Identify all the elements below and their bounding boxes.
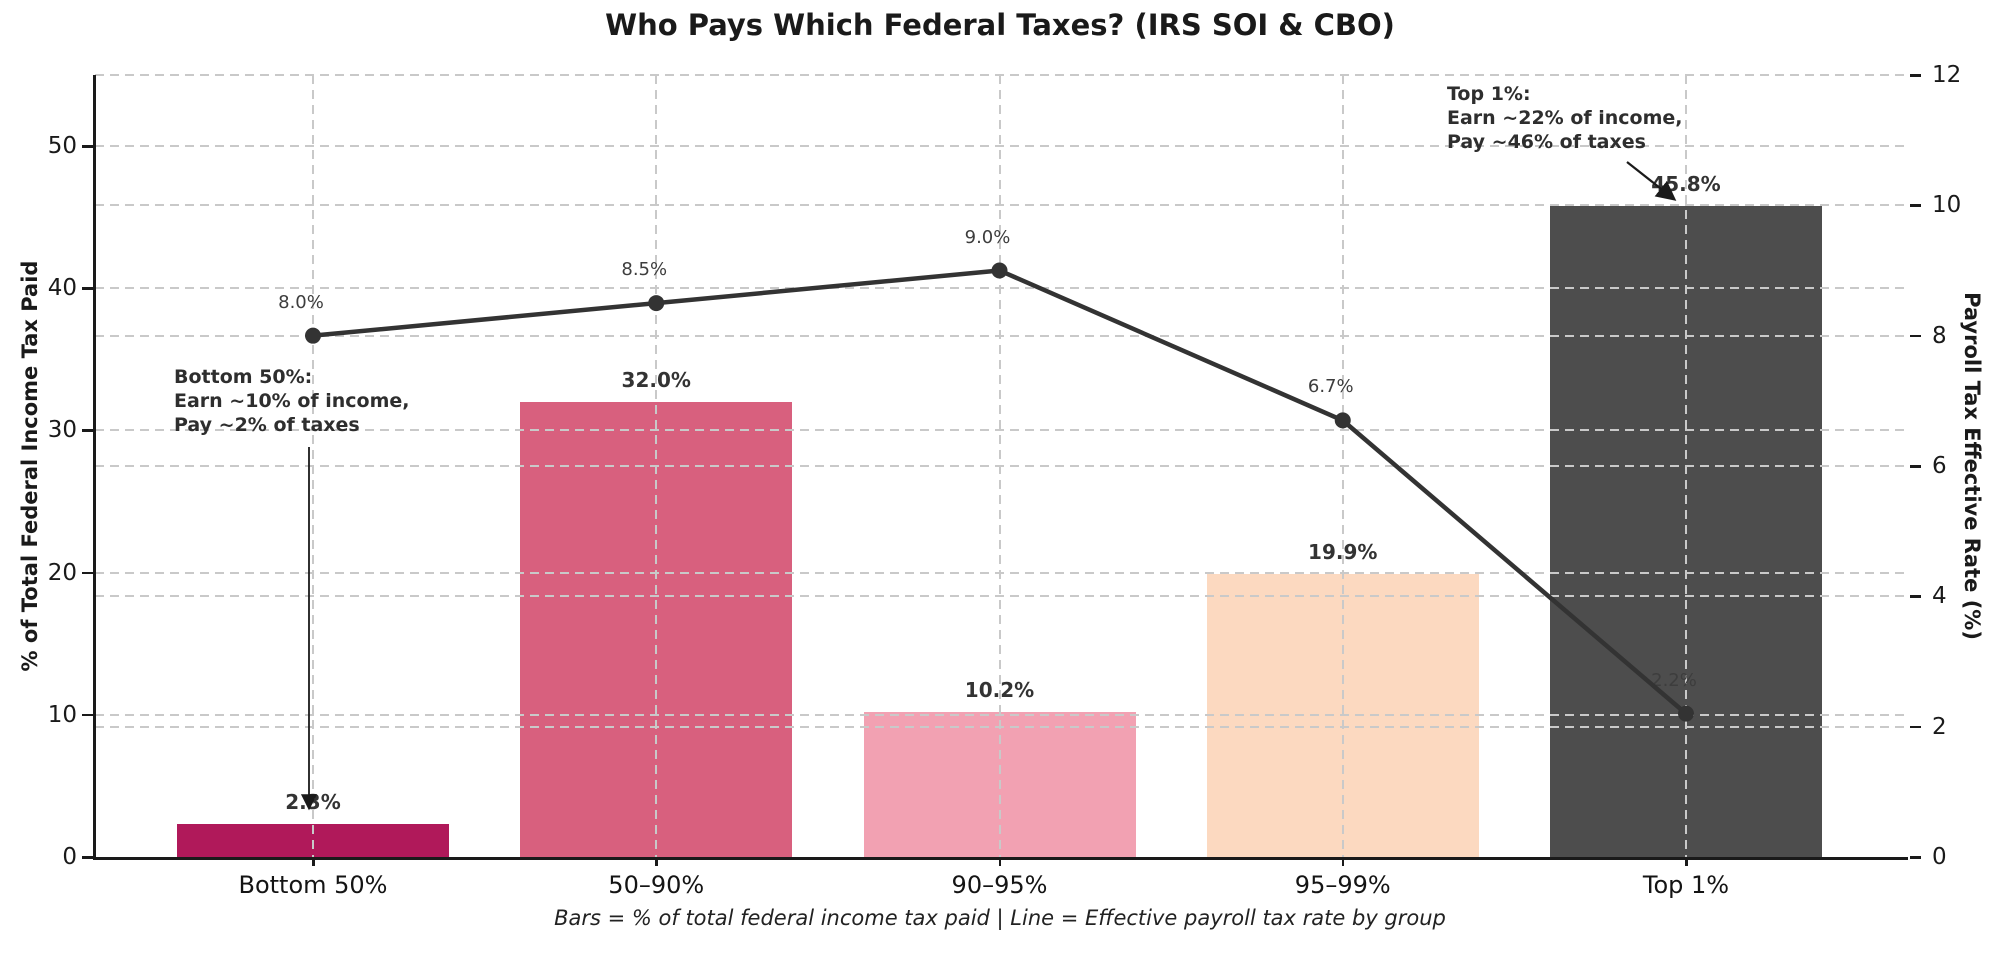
gridline-right-2 [95,725,1908,728]
left-tick-label-30: 30 [47,417,77,444]
line-value-label-2: 9.0% [964,226,1011,248]
gridline-right-8 [95,334,1908,337]
x-tick-3 [1341,857,1345,866]
right-tick-label-8: 8 [1932,322,1947,349]
bar-value-label-0: 2.3% [285,790,341,815]
chart-caption: Bars = % of total federal income tax pai… [554,906,1446,930]
line-value-label-3: 6.7% [1307,376,1354,398]
gridline-right-6 [95,465,1908,467]
bar-value-label-3: 19.9% [1308,540,1378,565]
right-tick-label-0: 0 [1932,844,1947,870]
left-tick-20 [82,571,93,575]
chart-title: Who Pays Which Federal Taxes? (IRS SOI &… [605,8,1395,42]
left-spine [93,75,96,859]
gridline-cat-2 [998,75,1001,857]
gridline-cat-3 [1341,75,1344,857]
right-tick-8 [1910,334,1921,338]
left-tick-label-40: 40 [47,275,77,302]
left-tick-40 [82,287,93,290]
x-tick-label-0: Bottom 50% [238,871,388,899]
left-tick-label-50: 50 [47,133,77,160]
x-tick-label-3: 95–99% [1294,871,1391,899]
gridline-right-10 [95,204,1908,207]
left-tick-label-0: 0 [62,844,77,870]
right-tick-label-6: 6 [1932,453,1947,479]
right-tick-label-2: 2 [1932,713,1947,740]
x-tick-label-2: 90–95% [951,871,1048,899]
right-tick-label-12: 12 [1932,62,1962,88]
gridline-right-4 [95,595,1908,598]
right-tick-2 [1910,725,1921,729]
x-tick-label-4: Top 1% [1642,871,1730,899]
right-tick-10 [1910,204,1921,207]
x-tick-2 [998,857,1001,866]
x-tick-4 [1685,857,1688,866]
left-tick-50 [82,145,93,148]
left-tick-label-20: 20 [47,559,77,586]
annotation-bottom-50: Bottom 50%: Earn ~10% of income, Pay ~2%… [174,366,410,436]
left-tick-10 [82,713,93,717]
bar-value-label-1: 32.0% [621,368,691,393]
left-tick-30 [82,429,93,432]
right-tick-6 [1910,465,1921,468]
right-tick-label-10: 10 [1932,192,1962,219]
bar-value-label-4: 45.8% [1651,171,1721,196]
left-tick-label-10: 10 [47,701,77,728]
gridline-cat-0 [312,75,314,857]
x-tick-0 [312,857,315,866]
line-value-label-1: 8.5% [621,259,668,281]
right-tick-0 [1910,856,1921,859]
x-tick-1 [655,857,658,866]
right-tick-label-4: 4 [1932,583,1947,610]
x-tick-label-1: 50–90% [608,871,705,899]
gridline-left-50 [95,145,1908,148]
left-tick-0 [82,856,93,859]
line-value-label-0: 8.0% [278,291,324,313]
line-value-label-4: 2.2% [1651,669,1697,691]
gridline-right-12 [95,74,1908,76]
gridline-left-20 [95,571,1908,574]
right-tick-4 [1910,595,1921,598]
gridline-left-40 [95,287,1908,290]
bar-value-label-2: 10.2% [964,677,1035,702]
gridline-cat-1 [655,75,658,857]
gridline-left-10 [95,713,1908,716]
right-tick-12 [1910,74,1921,77]
annotation-top-1: Top 1%: Earn ~22% of income, Pay ~46% of… [1447,83,1683,153]
